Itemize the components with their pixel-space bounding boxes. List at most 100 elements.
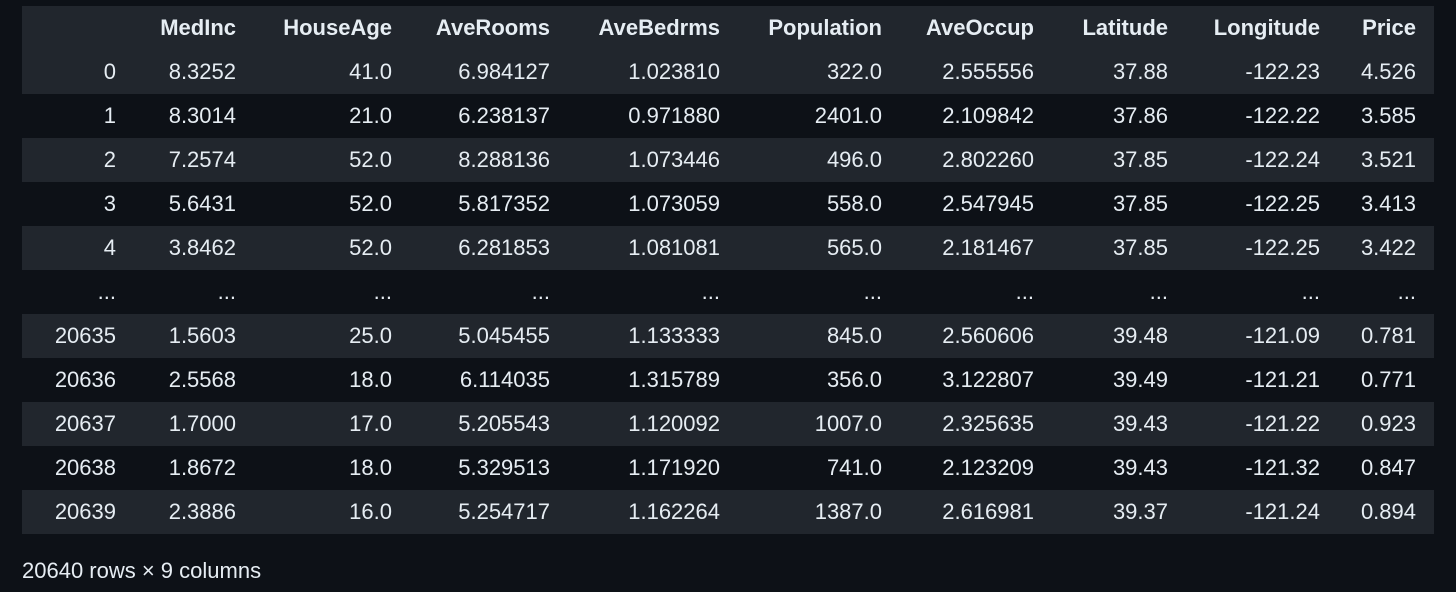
table-cell: 25.0: [349, 323, 392, 348]
table-cell: 1.120092: [628, 411, 720, 436]
table-cell: 39.48: [1112, 323, 1168, 348]
table-cell: 1.162264: [628, 499, 720, 524]
table-cell: 1387.0: [814, 499, 882, 524]
table-cell: 0.923: [1360, 411, 1416, 436]
table-cell: 37.88: [1112, 59, 1168, 84]
table-cell: -121.32: [1245, 455, 1320, 480]
table-cell: 1.073059: [628, 191, 720, 216]
table-cell: 3.422: [1360, 235, 1416, 260]
table-row: 2 7.2574 52.0 8.288136 1.073446 496.0 2.802260…: [22, 138, 1434, 182]
table-cell: 5.205543: [458, 411, 550, 436]
table-cell: -122.23: [1245, 59, 1320, 84]
table-cell: 2.325635: [942, 411, 1034, 436]
table-cell: ...: [863, 279, 882, 304]
table-cell: ...: [701, 279, 720, 304]
table-cell: 8.3252: [168, 59, 236, 84]
table-cell: 52.0: [349, 191, 392, 216]
table-cell: -121.09: [1245, 323, 1320, 348]
table-cell: 2.802260: [942, 147, 1034, 172]
table-cell: -122.24: [1245, 147, 1320, 172]
table-row: 4 3.8462 52.0 6.281853 1.081081 565.0 2.181467…: [22, 226, 1434, 270]
table-cell: ...: [217, 279, 236, 304]
table-header: MedInc HouseAge AveRooms AveBedrms Popul…: [22, 6, 1434, 50]
column-header-population: Population: [768, 15, 882, 40]
table-cell: 845.0: [826, 323, 882, 348]
table-cell: 17.0: [349, 411, 392, 436]
row-index: ...: [97, 279, 116, 304]
table-cell: 1007.0: [814, 411, 882, 436]
table-cell: 1.8672: [168, 455, 236, 480]
dataframe-output: MedInc HouseAge AveRooms AveBedrms Popul…: [22, 6, 1434, 534]
table-cell: 2.123209: [942, 455, 1034, 480]
table-cell: -121.24: [1245, 499, 1320, 524]
column-header-averooms: AveRooms: [435, 15, 550, 40]
table-cell: 3.585: [1360, 103, 1416, 128]
table-cell: 2.3886: [168, 499, 236, 524]
table-cell: -121.22: [1245, 411, 1320, 436]
table-cell: 3.122807: [942, 367, 1034, 392]
table-cell: -122.25: [1245, 235, 1320, 260]
table-row: 20639 2.3886 16.0 5.254717 1.162264 1387.0 2.6…: [22, 490, 1434, 534]
table-cell: 1.023810: [628, 59, 720, 84]
table-row: 20637 1.7000 17.0 5.205543 1.120092 1007.0 2.3…: [22, 402, 1434, 446]
table-cell: 5.329513: [458, 455, 550, 480]
table-cell: 39.49: [1112, 367, 1168, 392]
row-index: 20636: [54, 367, 116, 392]
table-summary: 20640 rows × 9 columns: [22, 558, 262, 583]
table-cell: 2.547945: [942, 191, 1034, 216]
table-cell: 8.288136: [458, 147, 550, 172]
table-cell: 37.86: [1112, 103, 1168, 128]
table-cell: 39.43: [1112, 455, 1168, 480]
table-cell: 3.521: [1360, 147, 1416, 172]
table-cell: 18.0: [349, 455, 392, 480]
column-header-medinc: MedInc: [160, 15, 236, 40]
table-cell: 0.771: [1360, 367, 1416, 392]
table-cell: 496.0: [826, 147, 882, 172]
table-cell: 6.984127: [458, 59, 550, 84]
row-index: 20637: [54, 411, 116, 436]
table-cell: 2.616981: [942, 499, 1034, 524]
column-header-longitude: Longitude: [1213, 15, 1320, 40]
table-cell: 3.413: [1360, 191, 1416, 216]
table-cell: 2401.0: [814, 103, 882, 128]
table-cell: ...: [1015, 279, 1034, 304]
row-index: 1: [103, 103, 116, 128]
table-cell: 37.85: [1112, 191, 1168, 216]
column-header-houseage: HouseAge: [283, 15, 392, 40]
table-cell: 6.238137: [458, 103, 550, 128]
table-cell: 2.560606: [942, 323, 1034, 348]
table-cell: -122.25: [1245, 191, 1320, 216]
table-cell: 322.0: [826, 59, 882, 84]
table-cell: 6.114035: [459, 367, 550, 392]
table-cell: 1.171920: [628, 455, 720, 480]
table-cell: 39.43: [1112, 411, 1168, 436]
table-cell: ...: [1397, 279, 1416, 304]
table-cell: 52.0: [349, 147, 392, 172]
table-cell: 0.894: [1360, 499, 1416, 524]
table-cell: ...: [1301, 279, 1320, 304]
table-row: 20638 1.8672 18.0 5.329513 1.171920 741.0 2.12…: [22, 446, 1434, 490]
table-cell: 1.7000: [168, 411, 236, 436]
table-cell: 356.0: [826, 367, 882, 392]
table-cell: 37.85: [1112, 147, 1168, 172]
table-cell: 21.0: [349, 103, 392, 128]
table-cell: 7.2574: [168, 147, 236, 172]
table-row: ..............................: [22, 270, 1434, 314]
row-index: 2: [103, 147, 116, 172]
table-cell: 8.3014: [168, 103, 236, 128]
table-cell: 5.254717: [458, 499, 550, 524]
table-cell: -121.21: [1245, 367, 1320, 392]
table-cell: -122.22: [1245, 103, 1320, 128]
table-cell: 558.0: [826, 191, 882, 216]
table-cell: 565.0: [826, 235, 882, 260]
table-cell: 3.8462: [168, 235, 236, 260]
table-cell: 5.817352: [458, 191, 550, 216]
row-index: 20635: [54, 323, 116, 348]
dataframe-table: MedInc HouseAge AveRooms AveBedrms Popul…: [22, 6, 1434, 534]
header-row: MedInc HouseAge AveRooms AveBedrms Popul…: [22, 6, 1434, 50]
row-index: 0: [103, 59, 116, 84]
table-cell: 37.85: [1112, 235, 1168, 260]
column-header-avebedrms: AveBedrms: [598, 15, 720, 40]
table-cell: 41.0: [349, 59, 392, 84]
table-cell: 741.0: [826, 455, 882, 480]
